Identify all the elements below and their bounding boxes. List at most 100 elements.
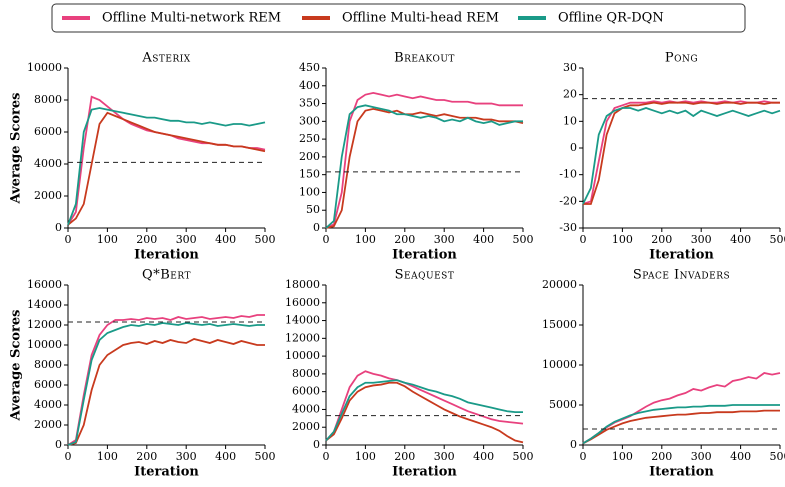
y-tick-label: 12000 xyxy=(285,331,320,344)
x-tick-label: 100 xyxy=(355,450,376,463)
y-tick-label: 50 xyxy=(306,203,320,216)
x-tick-label: 300 xyxy=(176,233,197,246)
x-tick-label: 300 xyxy=(691,450,712,463)
series-line xyxy=(583,101,780,205)
y-tick-label: 0 xyxy=(313,438,320,451)
x-tick-label: 200 xyxy=(136,233,157,246)
panel-title: Seaquest xyxy=(395,268,455,283)
y-tick-label: 16000 xyxy=(285,296,320,309)
x-tick-label: 0 xyxy=(323,450,330,463)
x-tick-label: 0 xyxy=(580,450,587,463)
x-tick-label: 100 xyxy=(97,450,118,463)
y-tick-label: 30 xyxy=(563,61,577,74)
y-tick-label: -10 xyxy=(559,168,577,181)
series-line xyxy=(67,314,265,446)
series-line xyxy=(582,409,780,445)
y-tick-label: 18000 xyxy=(285,278,320,291)
x-tick-label: 400 xyxy=(215,450,236,463)
x-tick-label: 400 xyxy=(730,233,751,246)
x-tick-label: 500 xyxy=(513,450,534,463)
series-line xyxy=(67,95,266,226)
y-tick-label: 4000 xyxy=(34,157,62,170)
y-tick-label: 150 xyxy=(299,168,320,181)
y-tick-label: 10000 xyxy=(285,349,320,362)
x-tick-label: 500 xyxy=(513,233,534,246)
y-tick-label: 8000 xyxy=(34,358,62,371)
y-tick-label: 2000 xyxy=(292,420,320,433)
y-tick-label: 14000 xyxy=(285,314,320,327)
series-line xyxy=(325,104,523,229)
y-tick-label: 4000 xyxy=(292,402,320,415)
x-tick-label: 200 xyxy=(651,233,672,246)
x-tick-label: 0 xyxy=(323,233,330,246)
x-tick-label: 200 xyxy=(394,450,415,463)
y-tick-label: 300 xyxy=(299,114,320,127)
y-axis-label: Average Scores xyxy=(9,93,24,205)
x-tick-label: 400 xyxy=(473,233,494,246)
x-tick-label: 400 xyxy=(730,450,751,463)
x-axis-label: Iteration xyxy=(134,465,199,480)
y-tick-label: 0 xyxy=(55,438,62,451)
y-tick-label: 20000 xyxy=(542,278,577,291)
y-tick-label: 8000 xyxy=(292,367,320,380)
y-tick-label: -20 xyxy=(559,194,577,207)
x-tick-label: 300 xyxy=(434,233,455,246)
x-tick-label: 200 xyxy=(394,233,415,246)
y-tick-label: 6000 xyxy=(34,125,62,138)
y-tick-label: 5000 xyxy=(549,398,577,411)
y-tick-label: -30 xyxy=(559,221,577,234)
x-tick-label: 400 xyxy=(473,450,494,463)
series-line xyxy=(325,379,523,442)
y-tick-label: 250 xyxy=(299,132,320,145)
x-tick-label: 500 xyxy=(255,450,276,463)
x-tick-label: 100 xyxy=(355,233,376,246)
x-tick-label: 300 xyxy=(691,233,712,246)
series-line xyxy=(67,322,265,446)
y-tick-label: 350 xyxy=(299,97,320,110)
x-axis-label: Iteration xyxy=(649,465,714,480)
legend-box xyxy=(51,3,746,33)
x-tick-label: 0 xyxy=(65,450,72,463)
x-tick-label: 500 xyxy=(255,233,276,246)
y-tick-label: 16000 xyxy=(27,278,62,291)
y-tick-label: 6000 xyxy=(292,385,320,398)
x-axis-label: Iteration xyxy=(392,248,457,263)
y-tick-label: 6000 xyxy=(34,378,62,391)
x-tick-label: 100 xyxy=(612,233,633,246)
y-tick-label: 400 xyxy=(299,79,320,92)
y-tick-label: 0 xyxy=(313,221,320,234)
y-tick-label: 100 xyxy=(299,185,320,198)
legend-label: Offline QR-DQN xyxy=(558,11,664,26)
series-line xyxy=(325,91,523,229)
y-tick-label: 10000 xyxy=(542,358,577,371)
x-tick-label: 200 xyxy=(651,450,672,463)
x-tick-label: 500 xyxy=(770,233,785,246)
y-tick-label: 0 xyxy=(570,141,577,154)
x-tick-label: 100 xyxy=(612,450,633,463)
legend-label: Offline Multi-network REM xyxy=(102,11,281,26)
y-tick-label: 2000 xyxy=(34,418,62,431)
x-tick-label: 100 xyxy=(97,233,118,246)
y-tick-label: 14000 xyxy=(27,298,62,311)
panel-title: Asterix xyxy=(141,51,190,66)
y-tick-label: 0 xyxy=(55,221,62,234)
series-line xyxy=(325,381,524,444)
y-tick-label: 0 xyxy=(570,438,577,451)
series-line xyxy=(325,107,524,229)
series-line xyxy=(67,111,266,226)
panel-title: Q*Bert xyxy=(142,268,191,283)
y-tick-label: 20 xyxy=(563,88,577,101)
y-tick-label: 10000 xyxy=(27,338,62,351)
x-tick-label: 400 xyxy=(215,233,236,246)
y-tick-label: 2000 xyxy=(34,189,62,202)
y-tick-label: 10000 xyxy=(27,61,62,74)
x-tick-label: 200 xyxy=(136,450,157,463)
x-tick-label: 300 xyxy=(176,450,197,463)
series-line xyxy=(582,107,781,205)
x-tick-label: 500 xyxy=(770,450,785,463)
y-tick-label: 12000 xyxy=(27,318,62,331)
panel-title: Breakout xyxy=(394,51,455,66)
series-line xyxy=(67,107,266,226)
series-line xyxy=(582,404,780,445)
